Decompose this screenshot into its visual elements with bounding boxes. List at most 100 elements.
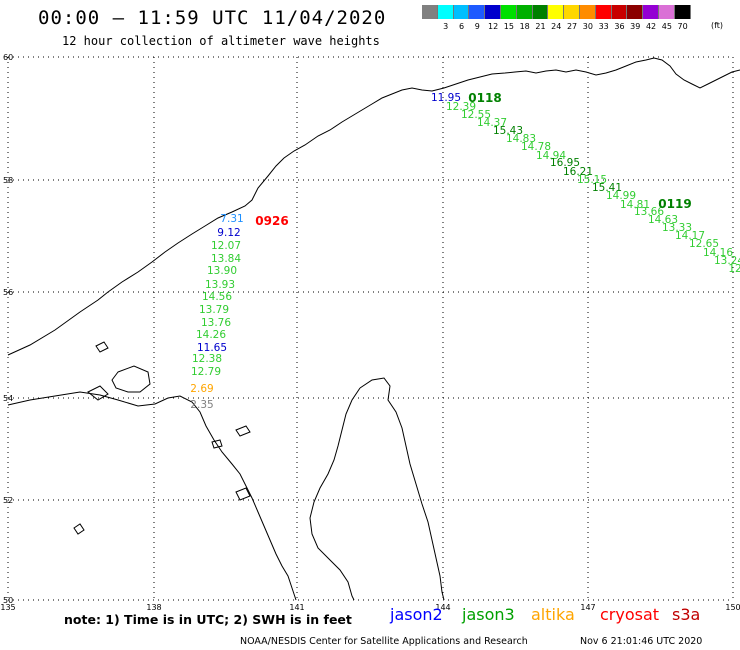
swh-value-label: 13.79 [199,304,229,316]
swh-value-label: 13.66 [634,206,664,218]
swh-value-label: 14.17 [675,230,705,242]
scale-label: 39 [630,22,641,31]
coastline-small-island-e [235,487,251,501]
scale-swatch [485,5,501,19]
lat-label: 50 [3,596,13,605]
swh-value-label: 13.90 [207,265,237,277]
scale-label: 21 [535,22,546,31]
coastline-sakhalin [309,377,445,601]
scale-cell: 18 [516,5,533,31]
scale-label: 24 [551,22,562,31]
scale-cell: 15 [500,5,517,31]
scale-label: 36 [614,22,625,31]
coastline-small-island-c [235,425,251,437]
coastline [7,57,740,601]
scale-swatch [564,5,580,19]
footer-note: note: 1) Time is in UTC; 2) SWH is in fe… [64,612,352,627]
scale-swatch [437,5,454,19]
scale-swatch [627,5,644,19]
swh-value-label: 14.26 [196,329,226,341]
scale-cell: 36 [611,5,628,31]
swh-value-label: 12 [728,263,740,275]
lon-label: 144 [435,603,450,612]
scale-cell: 70 [674,5,691,31]
scale-swatch [579,5,596,19]
scale-cell: 42 [643,5,659,31]
swh-value-label: 14.99 [606,190,636,202]
lon-label: 138 [146,603,161,612]
scale-cell: 21 [532,5,549,31]
page-subtitle: 12 hour collection of altimeter wave hei… [62,34,380,48]
swh-value-label: 14.94 [536,150,566,162]
scale-label: 42 [645,22,657,31]
swh-value-label: 13.33 [662,222,692,234]
swh-value-label: 14.78 [521,141,551,153]
legend-s3a: s3a [672,605,701,624]
scale-label: 70 [677,22,688,31]
scale-label: 15 [503,22,514,31]
swh-value-label: 16.95 [550,157,580,169]
swh-value-label: 13.76 [201,317,231,329]
scale-label: 33 [598,22,609,31]
scale-cell [422,5,438,31]
scale-swatch [611,5,628,19]
scale-label: 45 [661,22,672,31]
credit-line: NOAA/NESDIS Center for Satellite Applica… [240,636,528,647]
swh-value-label: 14.37 [477,117,507,129]
swh-value-label: 12.55 [461,109,491,121]
swh-value-label: 12.79 [191,366,221,378]
swh-value-label: 11.65 [197,342,227,354]
legend-jason3: jason3 [462,605,515,624]
swh-value-label: 7.31 [220,213,243,225]
swh-value-label: 13.84 [211,253,241,265]
lat-label: 58 [3,176,13,185]
scale-label: 30 [582,22,593,31]
scale-swatch [532,5,549,19]
coastline-island-small-b [87,385,109,401]
legend-jason2: jason2 [390,605,443,624]
legend-cryosat: cryosat [600,605,660,624]
swh-value-label: 2.69 [190,383,213,395]
scale-cell: 6 [453,5,470,31]
scale-swatch [595,5,612,19]
scale-unit-label: (ft) [711,21,724,30]
scale-cell: 24 [548,5,565,31]
legend-altika: altika [531,605,575,624]
coastline-small-island-f [73,523,85,535]
swh-value-label: 9.12 [217,227,240,239]
scale-label: 27 [566,22,578,31]
pass-time-label: 0926 [255,214,288,228]
scale-cell: 27 [564,5,580,31]
coastline-north-shore [7,57,740,356]
swh-value-label: 12.39 [446,101,476,113]
scale-swatch [422,5,438,19]
scale-swatch [548,5,565,19]
lon-label: 150 [725,603,740,612]
swh-value-label: 13.24 [714,255,740,267]
track-b-values: 11.9512.3912.5514.3715.4314.8314.7814.94… [431,92,740,275]
swh-value-label: 14.81 [620,199,650,211]
lon-label: 147 [580,603,595,612]
scale-swatch [643,5,659,19]
swh-value-label: 15.15 [577,174,607,186]
lat-lon-grid: 605856545250135138141144147150 [0,53,740,612]
lon-label: 141 [289,603,304,612]
lat-label: 52 [3,496,13,505]
scale-swatch [500,5,517,19]
swh-value-label: 14.16 [703,247,733,259]
scale-cell: 9 [469,5,486,31]
scale-cell: 45 [658,5,675,31]
swh-value-label: 12.07 [211,240,241,252]
scale-label: 6 [458,22,465,31]
scale-swatch [658,5,675,19]
scale-label: 18 [519,22,530,31]
scale-label: 12 [487,22,499,31]
page-title: 00:00 — 11:59 UTC 11/04/2020 [38,7,387,29]
scale-cell: 39 [627,5,644,31]
swh-value-label: 14.56 [202,291,232,303]
scale-swatch [469,5,486,19]
swh-value-label: 13.93 [205,279,235,291]
generated-timestamp: Nov 6 21:01:46 UTC 2020 [580,636,703,647]
